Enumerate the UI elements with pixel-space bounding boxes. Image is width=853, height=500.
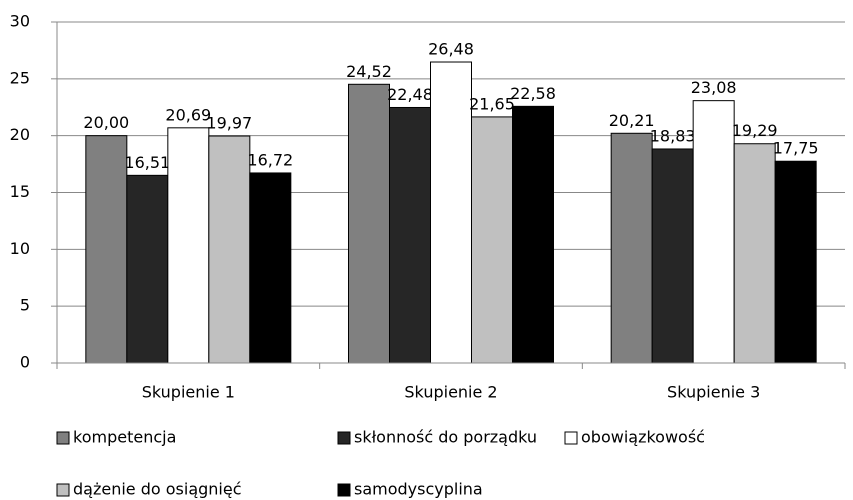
legend-label: skłonność do porządku (354, 428, 537, 447)
bar (512, 105, 554, 364)
bar (208, 135, 251, 364)
y-tick-label: 25 (10, 68, 30, 87)
bar (249, 172, 292, 364)
y-tick-label: 10 (10, 239, 30, 258)
value-label: 20,21 (609, 111, 655, 130)
bar (430, 61, 472, 364)
y-tick-label: 15 (10, 182, 30, 201)
x-tick-label: Skupienie 1 (142, 383, 235, 402)
y-tick-label: 20 (10, 125, 30, 144)
value-label: 21,65 (469, 94, 515, 113)
value-label: 18,83 (650, 126, 696, 145)
y-tick-label: 30 (10, 12, 30, 31)
legend-label: kompetencja (73, 428, 176, 447)
value-label: 19,29 (732, 121, 778, 140)
y-tick-label: 0 (20, 353, 30, 372)
value-label: 19,97 (206, 114, 252, 133)
legend-swatch (56, 483, 70, 497)
value-label: 20,69 (165, 105, 211, 124)
value-label: 24,52 (346, 62, 392, 81)
x-tick-label: Skupienie 3 (667, 383, 760, 402)
bar (348, 83, 390, 364)
legend-swatch (56, 431, 70, 445)
value-label: 17,75 (773, 139, 819, 158)
bar (389, 106, 431, 364)
legend-label: obowiązkowość (581, 428, 705, 447)
bar (126, 174, 169, 364)
value-label: 16,51 (124, 153, 170, 172)
value-label: 20,00 (83, 113, 129, 132)
bar (651, 148, 694, 364)
bar (733, 143, 776, 364)
bar (692, 100, 735, 364)
bar (471, 116, 513, 364)
legend-swatch (337, 431, 351, 445)
value-label: 22,48 (387, 85, 433, 104)
legend-swatch (337, 483, 351, 497)
value-label: 16,72 (247, 150, 293, 169)
x-tick-label: Skupienie 2 (404, 383, 497, 402)
y-tick-label: 5 (20, 296, 30, 315)
legend-label: samodyscyplina (354, 480, 483, 499)
value-label: 23,08 (691, 78, 737, 97)
bar (85, 135, 128, 364)
bar (610, 132, 653, 364)
value-label: 26,48 (428, 40, 474, 59)
legend-label: dążenie do osiągnięć (73, 480, 242, 499)
legend-swatch (564, 431, 578, 445)
value-label: 22,58 (510, 84, 556, 103)
bar (774, 160, 817, 364)
bar (167, 127, 210, 364)
